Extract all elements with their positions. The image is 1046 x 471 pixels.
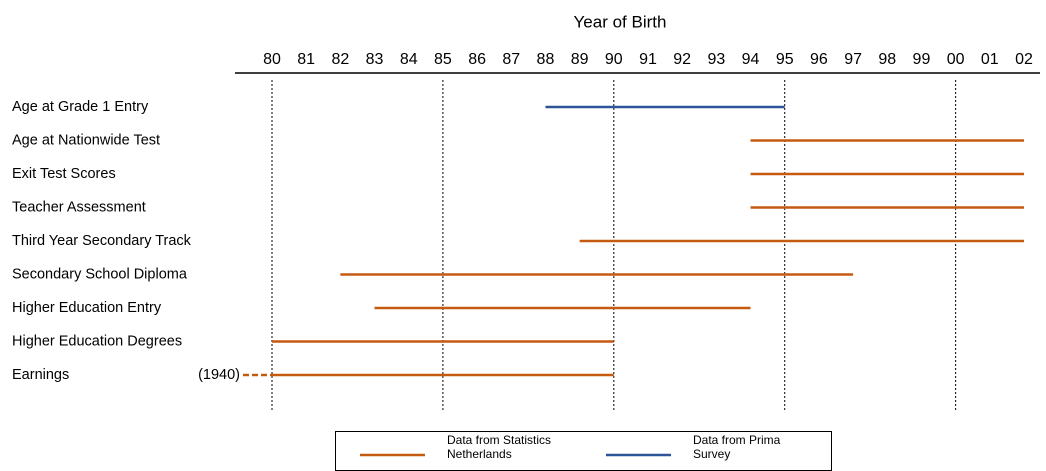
x-tick-label: 91: [639, 51, 657, 68]
x-tick-label: 90: [605, 51, 623, 68]
row-label: Age at Grade 1 Entry: [12, 99, 149, 115]
x-tick-label: 81: [297, 51, 315, 68]
row-label: Secondary School Diploma: [12, 266, 188, 282]
row-label: Exit Test Scores: [12, 166, 116, 182]
x-tick-label: 97: [844, 51, 862, 68]
x-tick-label: 92: [673, 51, 691, 68]
legend-label: Data from Statistics Netherlands: [447, 433, 552, 461]
x-tick-label: 99: [913, 51, 931, 68]
x-tick-label: 87: [502, 51, 520, 68]
x-tick-label: 84: [400, 51, 418, 68]
x-tick-label: 01: [981, 51, 999, 68]
x-tick-label: 96: [810, 51, 828, 68]
x-tick-label: 88: [537, 51, 555, 68]
row-label: Higher Education Entry: [12, 300, 162, 316]
chart-title: Year of Birth: [574, 12, 667, 31]
value-label: (1940): [198, 367, 240, 383]
legend-entry: Data from Prima Survey: [693, 433, 781, 461]
x-tick-label: 94: [742, 51, 760, 68]
row-label: Teacher Assessment: [12, 199, 146, 215]
legend-entry: Data from Statistics Netherlands: [447, 433, 552, 461]
row-label: Earnings: [12, 367, 69, 383]
row-label: Higher Education Degrees: [12, 333, 182, 349]
x-tick-label: 02: [1015, 51, 1033, 68]
x-tick-label: 80: [263, 51, 281, 68]
x-tick-label: 83: [366, 51, 384, 68]
x-tick-label: 86: [468, 51, 486, 68]
legend-label: Data from Prima Survey: [693, 433, 781, 461]
x-tick-label: 93: [707, 51, 725, 68]
x-tick-label: 98: [878, 51, 896, 68]
row-label: Third Year Secondary Track: [12, 233, 192, 249]
x-tick-label: 95: [776, 51, 794, 68]
x-tick-label: 85: [434, 51, 452, 68]
x-tick-label: 89: [571, 51, 589, 68]
row-label: Age at Nationwide Test: [12, 132, 160, 148]
x-tick-label: 00: [947, 51, 965, 68]
x-tick-label: 82: [331, 51, 349, 68]
